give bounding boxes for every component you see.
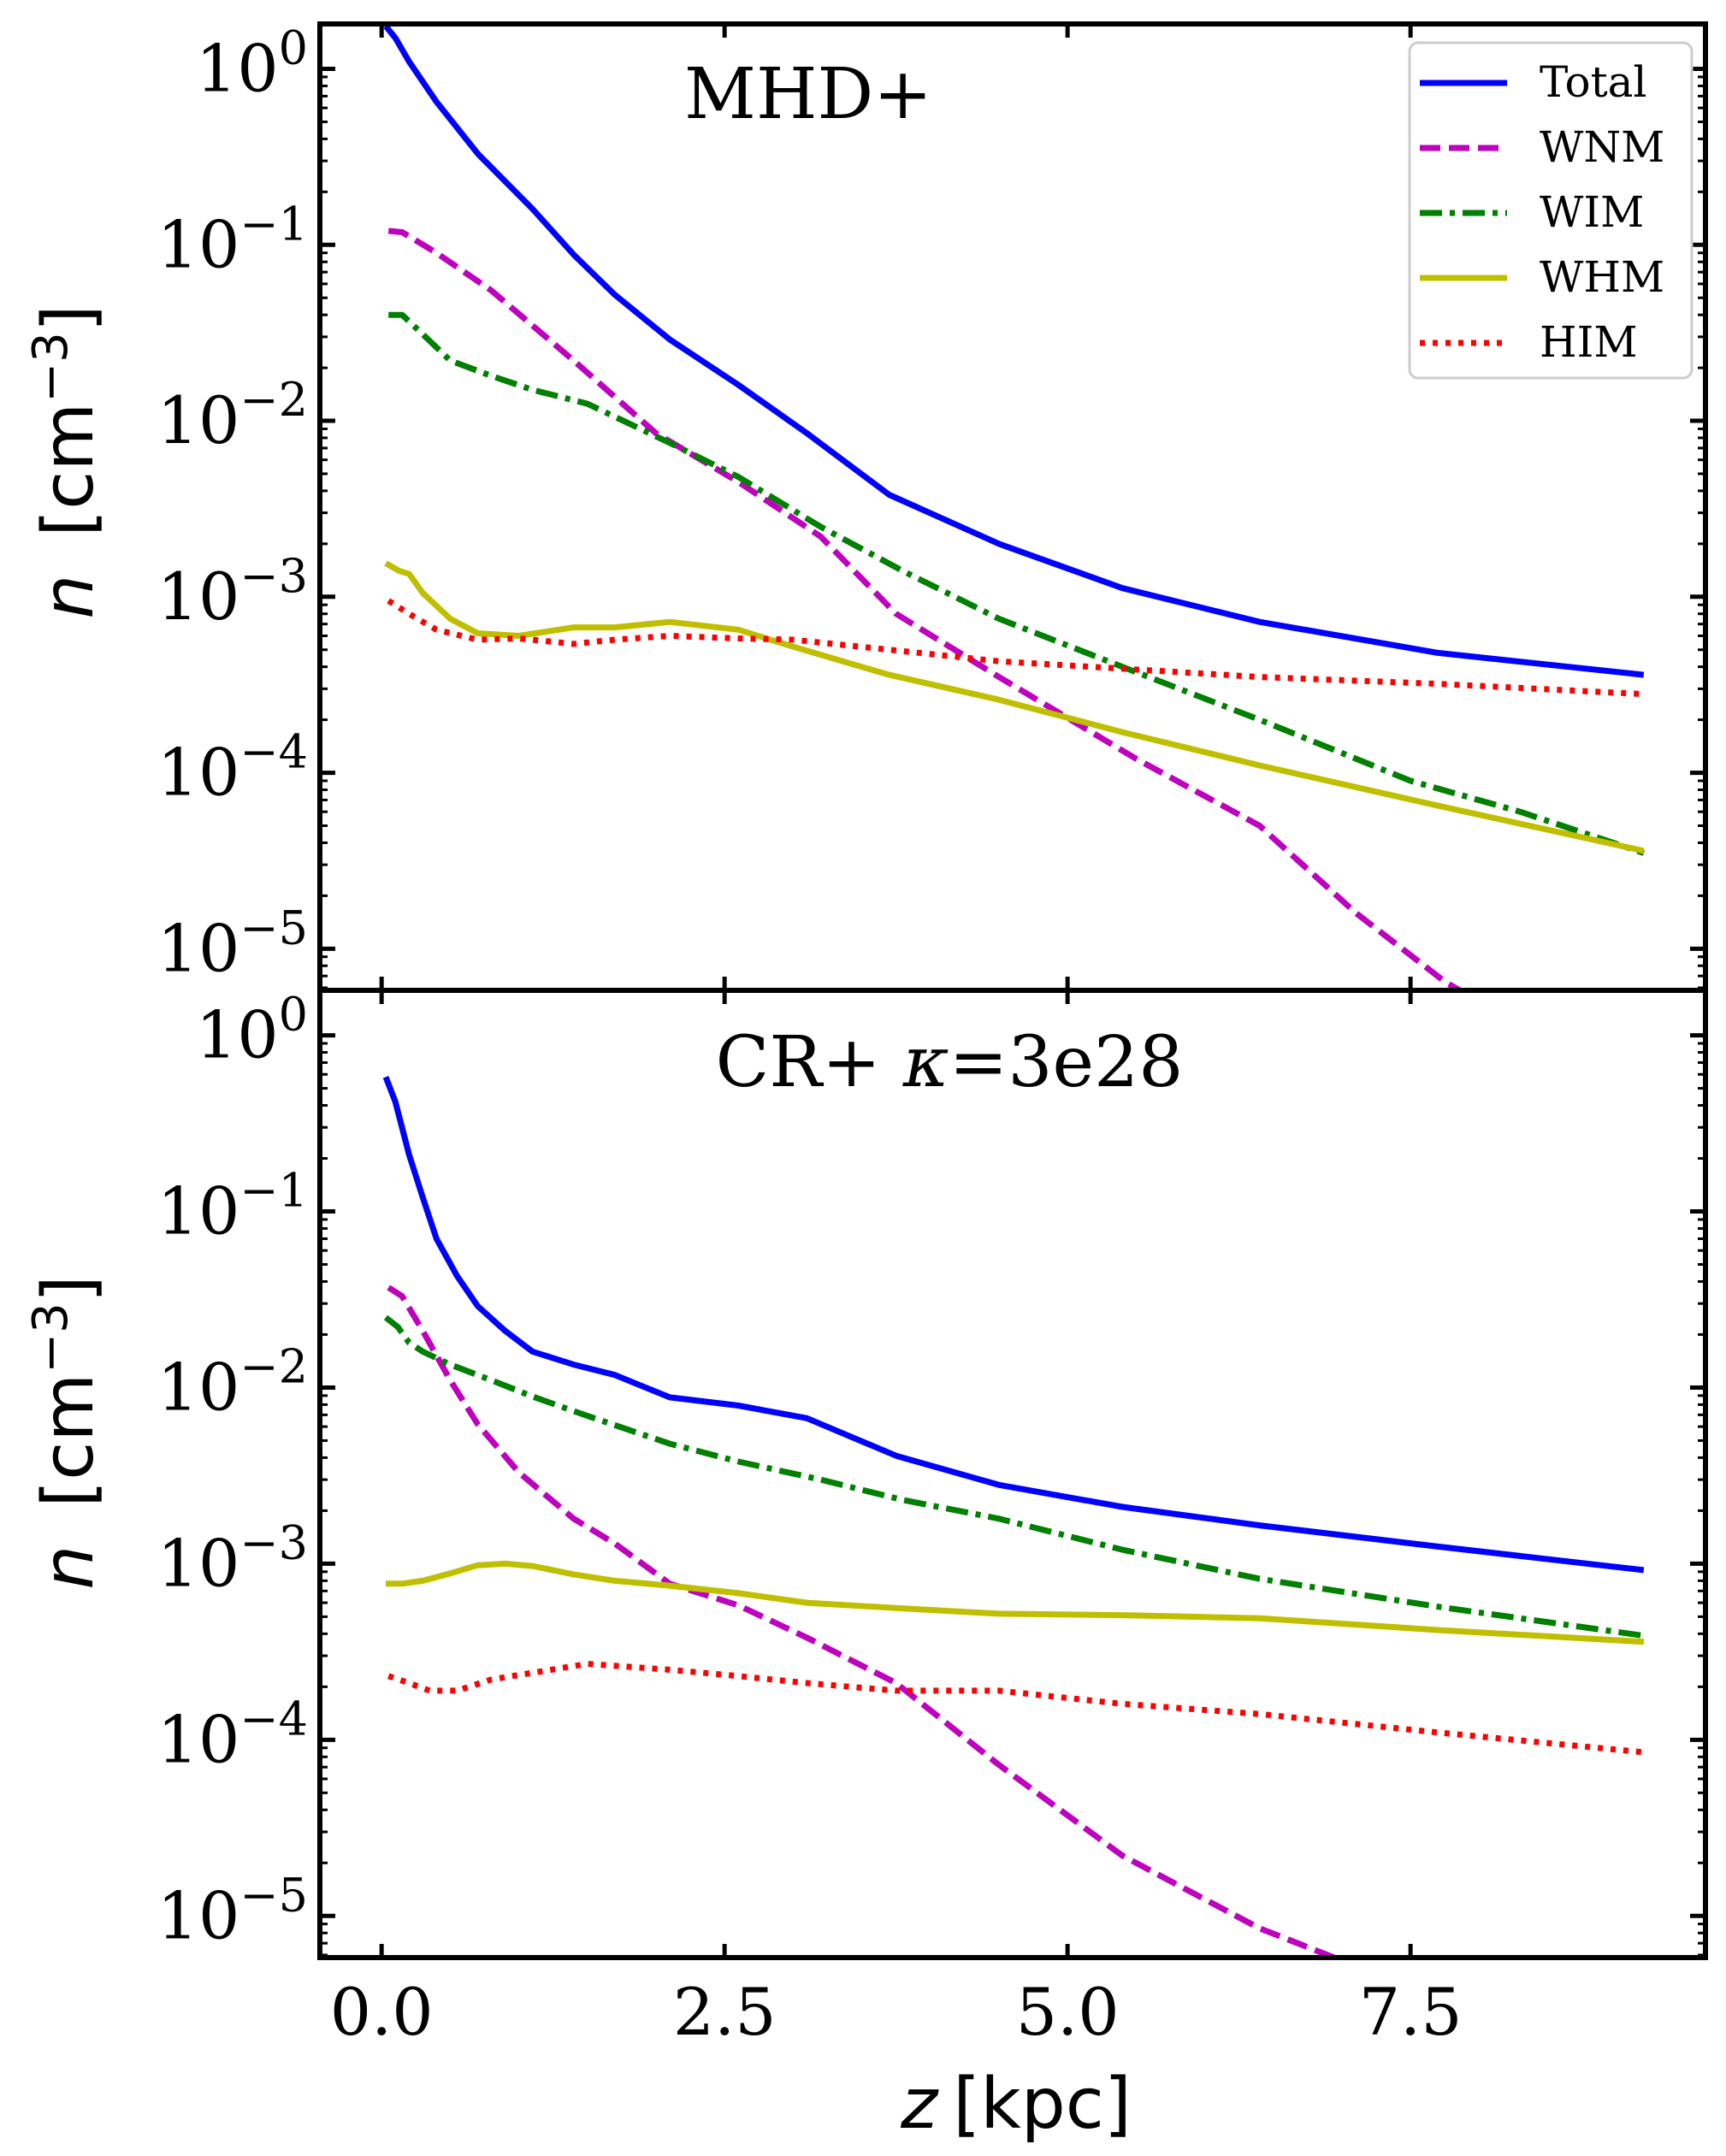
y-tick-label: 10−1: [157, 1164, 308, 1249]
y-tick-label: 10−1: [157, 197, 308, 282]
y-tick-label-exponent: 0: [279, 21, 308, 75]
y-tick-label-exponent: −5: [239, 1868, 308, 1922]
series-line-him: [387, 598, 1644, 698]
y-tick-label-exponent: −2: [239, 1339, 308, 1393]
panel-title: CR+ κ=3e28: [716, 1022, 1184, 1103]
series-line-him: [387, 1661, 1645, 1756]
y-tick-label-exponent: −2: [239, 373, 308, 427]
y-tick-label-exponent: −4: [239, 1692, 308, 1745]
y-axis-label-exponent: −3: [23, 1302, 79, 1373]
series-line-total: [383, 24, 1645, 678]
y-tick-label-base: 10: [157, 735, 240, 811]
y-tick-label: 10−2: [157, 1339, 308, 1425]
y-tick-label-base: 10: [157, 1877, 240, 1953]
panel-title-value: =3e28: [949, 1022, 1184, 1103]
y-axis-label-var: n: [28, 575, 109, 619]
y-tick-label-base: 10: [157, 1173, 240, 1249]
y-tick-label-exponent: −1: [239, 1164, 308, 1218]
panel-title: MHD+: [684, 54, 932, 135]
y-tick-label-base: 10: [157, 910, 240, 986]
y-axis-label-unit: [cm: [28, 403, 109, 537]
x-tick-label: 7.5: [1359, 1974, 1463, 2050]
legend-label-whm: WHM: [1540, 252, 1664, 302]
series-line-wnm: [387, 1285, 1343, 1958]
legend-label-him: HIM: [1540, 317, 1638, 367]
y-tick-label-base: 10: [157, 206, 240, 282]
x-tick-label: 5.0: [1016, 1974, 1120, 2050]
y-tick-label-base: 10: [157, 1525, 240, 1601]
x-axis-label-unit: [kpc]: [953, 2064, 1132, 2145]
y-tick-label-exponent: −3: [239, 1515, 308, 1569]
x-axis-label: z [kpc]: [900, 2064, 1132, 2145]
panel-title-text: CR+: [716, 1022, 903, 1103]
y-tick-label-exponent: −5: [239, 901, 308, 954]
series-layer: [382, 1076, 1645, 1958]
legend-label-wnm: WNM: [1540, 122, 1664, 172]
panel-title-kappa: κ: [902, 1022, 949, 1103]
y-tick-label-exponent: −4: [239, 725, 308, 779]
x-axis-label-var: z: [900, 2064, 939, 2145]
y-axis-label-close: ]: [28, 1275, 109, 1302]
y-tick-label: 10−3: [157, 1515, 308, 1601]
y-tick-label-base: 10: [157, 1349, 240, 1425]
series-line-whm: [384, 560, 1645, 854]
y-tick-label: 100: [196, 988, 308, 1073]
series-line-wim: [388, 311, 1645, 856]
y-tick-label: 10−3: [157, 549, 308, 635]
y-tick-label: 10−4: [157, 725, 308, 811]
y-tick-label: 10−2: [157, 373, 308, 458]
x-tick-label: 2.5: [673, 1974, 777, 2050]
plot-frame: [317, 988, 1708, 1960]
y-tick-label-exponent: −3: [239, 549, 308, 603]
y-axis-label-exponent: −3: [23, 332, 79, 403]
legend-label-total: Total: [1540, 57, 1646, 107]
series-layer: [383, 24, 1645, 990]
y-tick-label: 10−5: [157, 1868, 308, 1953]
y-tick-label: 10−5: [157, 901, 308, 986]
y-axis-label-unit: [cm: [28, 1373, 109, 1508]
y-tick-label-exponent: −1: [239, 197, 308, 251]
y-axis-label: n [cm−3]: [23, 1275, 109, 1590]
legend-frame: [1408, 41, 1693, 380]
y-tick-label-exponent: 0: [279, 988, 308, 1042]
series-line-wnm: [387, 227, 1466, 990]
y-axis-label-close: ]: [28, 304, 109, 332]
y-tick-label: 10−4: [157, 1692, 308, 1777]
y-tick-label-base: 10: [157, 558, 240, 635]
y-axis-label-var: n: [28, 1545, 109, 1590]
y-tick-label: 100: [196, 21, 308, 107]
series-line-total: [382, 1076, 1645, 1574]
series-line-whm: [386, 1560, 1645, 1645]
x-tick-label: 0.0: [330, 1974, 434, 2050]
y-tick-label-base: 10: [157, 1701, 240, 1777]
y-tick-label-base: 10: [157, 382, 240, 458]
legend-label-wim: WIM: [1540, 187, 1644, 237]
legend: Total WNM WIM WHM HIM: [1408, 41, 1693, 380]
y-axis-label: n [cm−3]: [23, 304, 109, 619]
y-tick-label-base: 10: [196, 31, 279, 107]
series-line-wim: [383, 1314, 1645, 1639]
y-tick-label-base: 10: [196, 997, 279, 1073]
